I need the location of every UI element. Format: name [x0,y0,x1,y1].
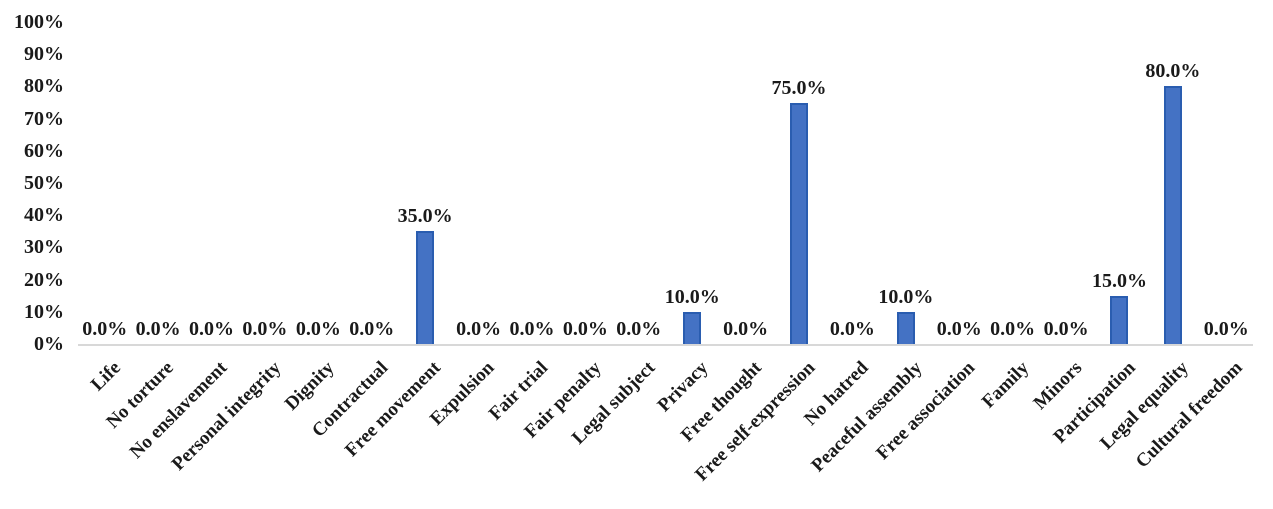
bar-value-label: 10.0% [878,285,934,308]
y-tick-label: 0% [34,333,64,355]
bar-value-label: 35.0% [397,205,453,228]
y-tick-label: 100% [14,11,64,33]
bar-value-label: 0.0% [1203,318,1249,340]
bar-value-label: 75.0% [771,76,827,99]
bar-value-label: 0.0% [82,318,128,340]
bar-value-label: 0.0% [829,318,875,340]
bar-value-label: 0.0% [295,318,341,340]
bar-value-label: 0.0% [509,318,555,340]
y-tick-label: 50% [24,172,64,194]
y-tick-label: 80% [24,75,64,98]
bar-value-label: 0.0% [936,318,982,340]
y-tick-label: 20% [24,268,64,291]
bar-value-label: 0.0% [189,318,235,340]
bar [1110,295,1129,344]
bar-value-label: 0.0% [562,318,608,340]
x-axis-line [78,344,1253,346]
bar [790,102,809,344]
bar-value-label: 0.0% [242,318,288,340]
bar-value-label: 10.0% [664,285,720,308]
bar-value-label: 0.0% [1043,318,1089,340]
y-axis: 0% 10% 20% 30% 40% 50% 60% 70% 80% 90% 100% [0,0,66,509]
y-tick-label: 40% [24,204,64,227]
y-tick-label: 10% [24,300,64,323]
bar-value-label: 0.0% [135,318,181,340]
bar-value-label: 0.0% [456,318,502,340]
bar-value-label: 0.0% [990,318,1036,340]
bar [896,311,915,344]
bar-value-label: 0.0% [616,318,662,340]
bar-value-label: 15.0% [1091,269,1147,292]
y-tick-label: 30% [24,236,64,259]
bar-value-label: 0.0% [723,318,769,340]
bar [1163,86,1182,344]
bar [416,231,435,344]
y-tick-label: 60% [24,139,64,162]
y-tick-label: 90% [24,43,64,66]
bar [683,311,702,344]
bar-value-label: 80.0% [1145,60,1201,83]
y-tick-label: 70% [24,107,64,130]
bar-value-label: 0.0% [349,318,395,340]
